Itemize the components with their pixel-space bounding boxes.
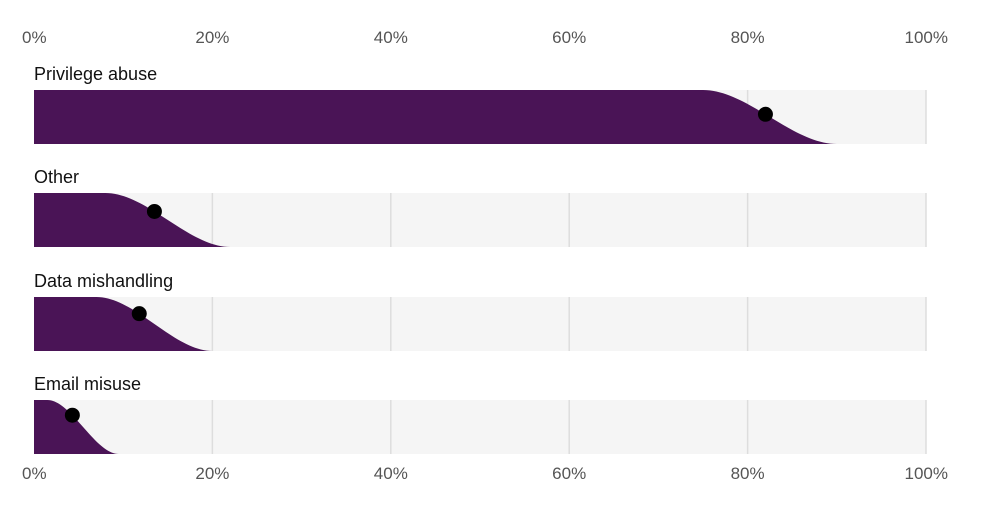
bottom-tick-label: 60% xyxy=(552,464,586,483)
value-dot xyxy=(131,306,147,322)
row-3: Email misuse xyxy=(34,374,927,454)
top-tick-label: 0% xyxy=(22,28,47,47)
top-tick-label: 20% xyxy=(195,28,229,47)
bottom-tick-label: 100% xyxy=(905,464,948,483)
top-tick-label: 100% xyxy=(905,28,948,47)
category-label: Email misuse xyxy=(34,374,141,394)
chart-rows: Privilege abuse Other Data mishandling Emai… xyxy=(34,64,927,454)
category-label: Data mishandling xyxy=(34,271,173,291)
row-track xyxy=(34,297,926,351)
distribution-area xyxy=(34,400,119,454)
category-label: Privilege abuse xyxy=(34,64,157,84)
distribution-area xyxy=(34,297,213,351)
distribution-area xyxy=(34,193,231,247)
bottom-tick-label: 40% xyxy=(374,464,408,483)
row-0: Privilege abuse xyxy=(34,64,927,144)
row-track xyxy=(34,400,926,454)
top-tick-label: 40% xyxy=(374,28,408,47)
bottom-tick-label: 80% xyxy=(731,464,765,483)
row-2: Data mishandling xyxy=(34,271,927,351)
bottom-tick-label: 0% xyxy=(22,464,47,483)
value-dot xyxy=(146,203,162,219)
bottom-axis: 0% 20% 40% 60% 80% 100% xyxy=(22,464,948,483)
value-dot xyxy=(64,407,80,423)
row-1: Other xyxy=(34,167,927,247)
top-tick-label: 80% xyxy=(731,28,765,47)
distribution-area xyxy=(34,90,837,144)
top-tick-label: 60% xyxy=(552,28,586,47)
top-axis: 0% 20% 40% 60% 80% 100% xyxy=(22,28,948,47)
category-label: Other xyxy=(34,167,79,187)
bottom-tick-label: 20% xyxy=(195,464,229,483)
value-dot xyxy=(757,106,773,122)
